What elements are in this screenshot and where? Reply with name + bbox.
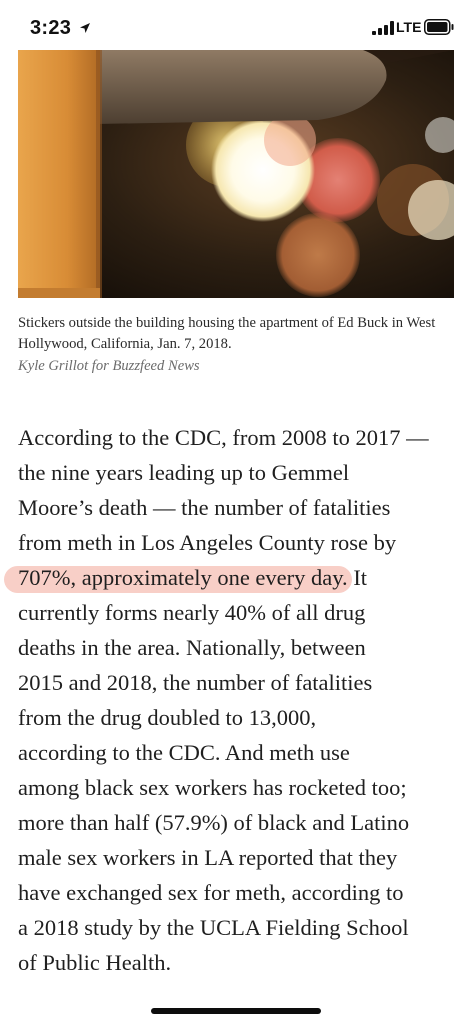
article-photo [18,50,454,298]
battery-icon [424,19,454,35]
line-continuation: It [347,565,368,590]
article-line: of Public Health. [18,950,172,975]
article-line: from meth in Los Angeles County rose by [18,530,397,555]
article-line: more than half (57.9%) of black and Lati… [18,810,410,835]
article-line: among black sex workers has rocketed too… [18,775,407,800]
highlighted-text: 707%, approximately one every day. [18,565,348,590]
photo-credit: Kyle Grillot for Buzzfeed News [18,358,200,374]
photo-caption: Stickers outside the building housing th… [18,315,436,352]
cellular-signal-icon [372,21,394,35]
home-indicator[interactable] [151,1008,321,1014]
highlight-mark: 707%, approximately one every day. [4,560,352,595]
article-line: from the drug doubled to 13,000, [18,705,317,730]
article-line: currently forms nearly 40% of all drug [18,600,366,625]
article-line: 2015 and 2018, the number of fatalities [18,670,373,695]
article-body: According to the CDC, from 2008 to 2017 … [4,420,464,980]
article-line: According to the CDC, from 2008 to 2017 … [18,425,429,450]
highlighted-line: 707%, approximately one every day. It [4,560,464,595]
article-line: deaths in the area. Nationally, between [18,635,366,660]
status-time: 3:23 [30,17,72,39]
article-line: male sex workers in LA reported that the… [18,845,398,870]
article-line: the nine years leading up to Gemmel [18,460,350,485]
location-arrow-icon [80,23,90,33]
status-bar: 3:23 LTE [0,0,472,50]
article-line: according to the CDC. And meth use [18,740,350,765]
article-line: Moore’s death — the number of fatalities [18,495,391,520]
article-line: have exchanged sex for meth, according t… [18,880,404,905]
article-line: a 2018 study by the UCLA Fielding School [18,915,409,940]
network-type-label: LTE [396,19,422,35]
